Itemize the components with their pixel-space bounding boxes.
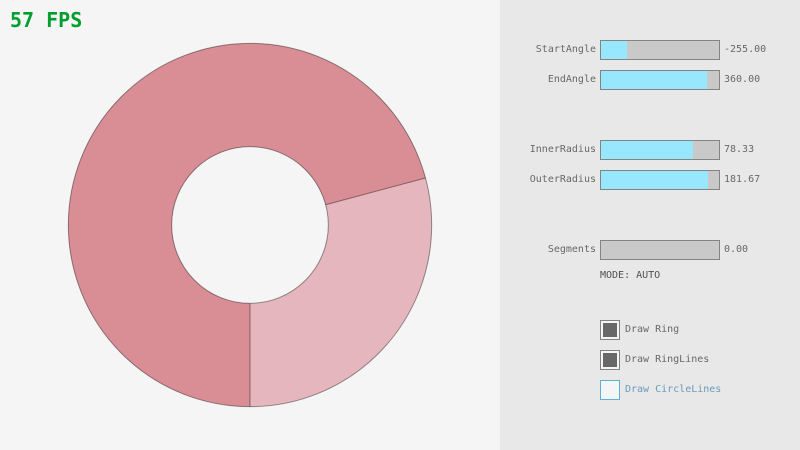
checkbox-label-draw-ring: Draw Ring xyxy=(625,324,680,335)
ring-inner-outline xyxy=(171,146,329,304)
checkbox-row-draw-ring: Draw Ring xyxy=(500,320,800,340)
slider-row-innerradius: InnerRadius 78.33 xyxy=(500,140,800,160)
slider-fill-endangle xyxy=(601,71,707,89)
slider-row-endangle: EndAngle 360.00 xyxy=(500,70,800,90)
slider-outerradius[interactable] xyxy=(600,170,720,190)
slider-innerradius[interactable] xyxy=(600,140,720,160)
slider-value-segments: 0.00 xyxy=(724,244,749,255)
checkbox-row-draw-ringlines: Draw RingLines xyxy=(500,350,800,370)
slider-label-segments: Segments xyxy=(547,244,596,255)
checkmark-icon xyxy=(603,323,617,337)
fps-counter: 57 FPS xyxy=(10,8,83,32)
checkbox-draw-ring[interactable] xyxy=(600,320,620,340)
slider-label-outerradius: OuterRadius xyxy=(529,174,596,185)
slider-label-endangle: EndAngle xyxy=(547,74,596,85)
slider-fill-outerradius xyxy=(601,171,708,189)
ring-cap-line xyxy=(325,177,426,206)
slider-label-startangle: StartAngle xyxy=(535,44,596,55)
slider-row-segments: Segments 0.00 xyxy=(500,240,800,260)
mode-label: MODE: AUTO xyxy=(600,270,661,281)
slider-value-endangle: 360.00 xyxy=(724,74,761,85)
slider-startangle[interactable] xyxy=(600,40,720,60)
slider-row-outerradius: OuterRadius 181.67 xyxy=(500,170,800,190)
checkbox-label-draw-ringlines: Draw RingLines xyxy=(625,354,710,365)
checkbox-draw-circlelines[interactable] xyxy=(600,380,620,400)
slider-value-innerradius: 78.33 xyxy=(724,144,755,155)
slider-fill-innerradius xyxy=(601,141,693,159)
slider-segments[interactable] xyxy=(600,240,720,260)
slider-row-startangle: StartAngle -255.00 xyxy=(500,40,800,60)
ring-outer-outline xyxy=(67,42,433,408)
checkbox-row-draw-circlelines: Draw CircleLines xyxy=(500,380,800,400)
ring-overlap-shape xyxy=(68,43,426,407)
slider-label-innerradius: InnerRadius xyxy=(529,144,596,155)
checkbox-label-draw-circlelines: Draw CircleLines xyxy=(625,384,722,395)
slider-endangle[interactable] xyxy=(600,70,720,90)
slider-fill-startangle xyxy=(601,41,627,59)
slider-value-outerradius: 181.67 xyxy=(724,174,761,185)
slider-value-startangle: -255.00 xyxy=(724,44,767,55)
checkbox-draw-ringlines[interactable] xyxy=(600,350,620,370)
checkmark-icon xyxy=(603,353,617,367)
controls-panel: StartAngle -255.00 EndAngle 360.00 Inner… xyxy=(500,0,800,450)
